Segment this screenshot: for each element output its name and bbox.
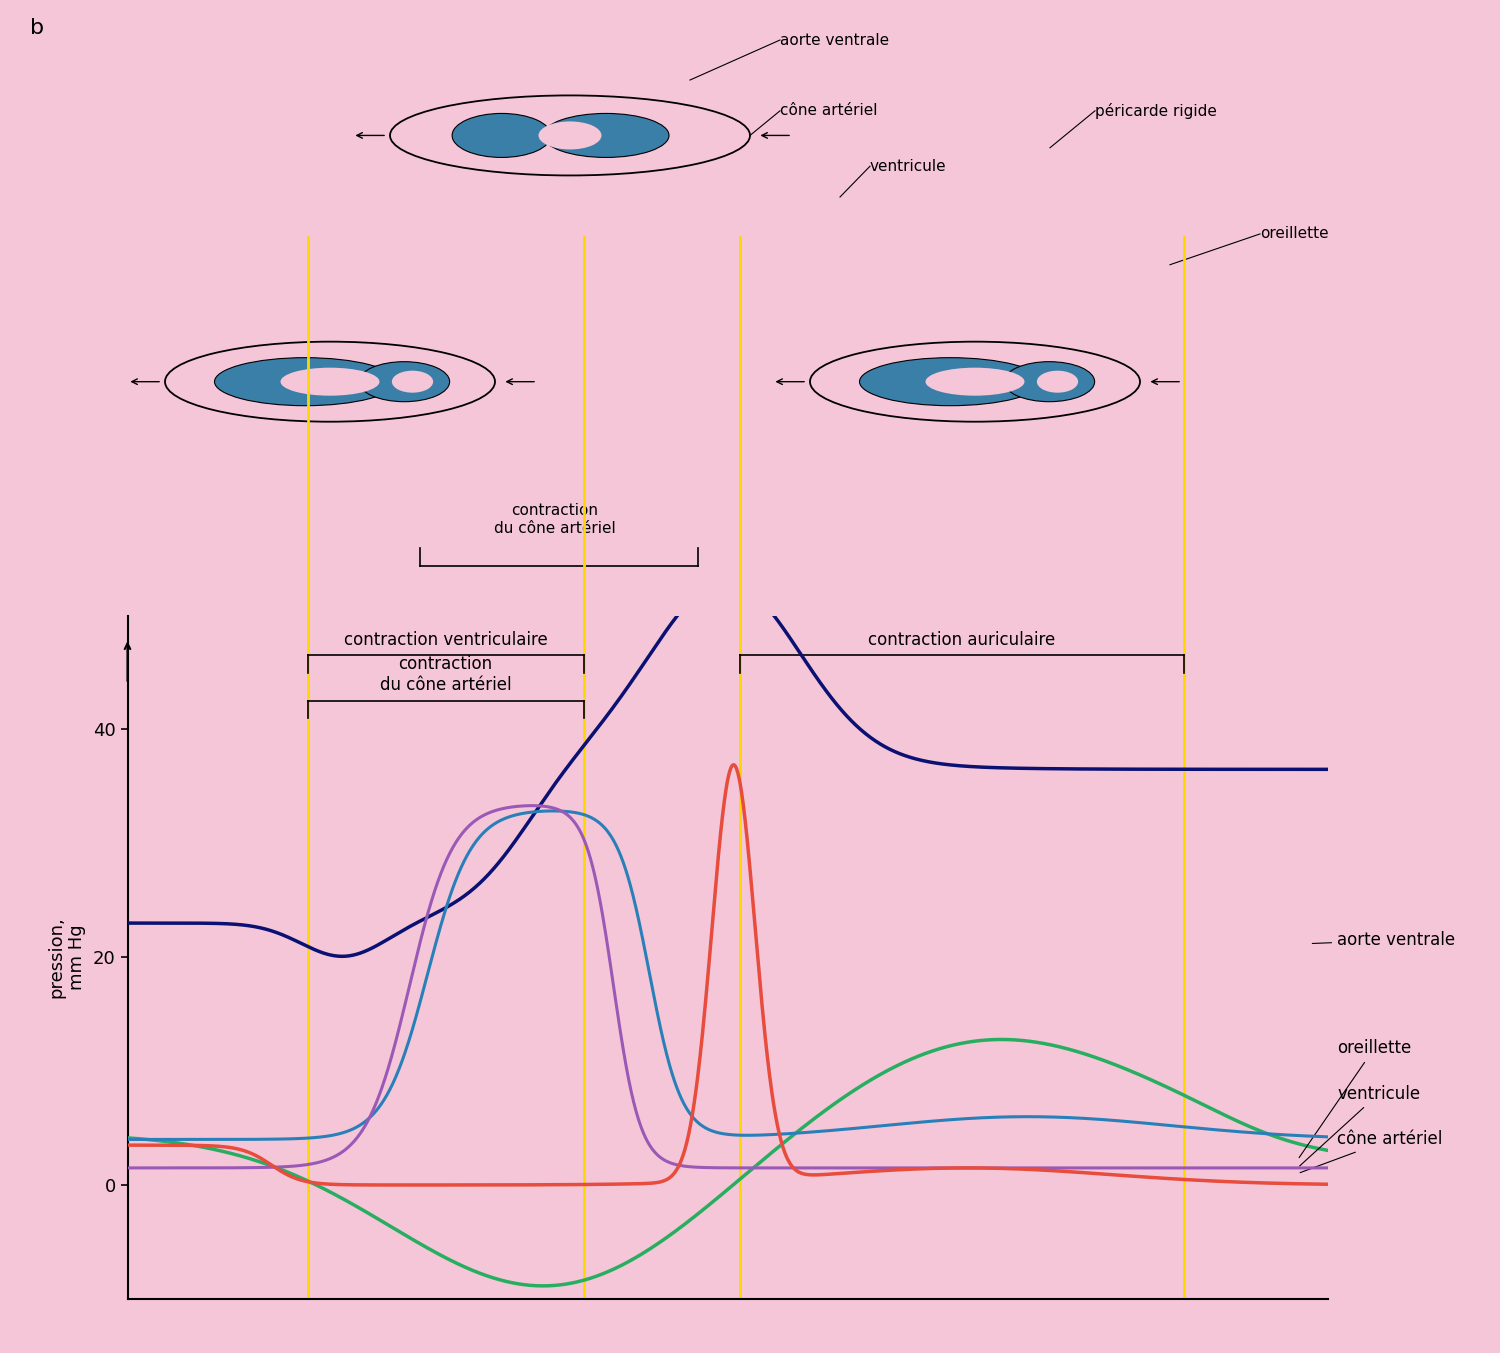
Text: oreillette: oreillette: [1299, 1039, 1412, 1158]
Ellipse shape: [452, 114, 550, 157]
Ellipse shape: [926, 368, 1024, 395]
Y-axis label: pression,
mm Hg: pression, mm Hg: [46, 916, 86, 999]
Text: contraction ventriculaire: contraction ventriculaire: [344, 630, 548, 648]
Text: aorte ventrale: aorte ventrale: [1312, 931, 1455, 950]
Text: oreillette: oreillette: [1260, 226, 1329, 241]
Text: contraction auriculaire: contraction auriculaire: [868, 630, 1054, 648]
Text: ventricule: ventricule: [1299, 1085, 1420, 1166]
Text: cône artériel: cône artériel: [1300, 1131, 1443, 1173]
Text: contraction
du cône artériel: contraction du cône artériel: [380, 655, 512, 694]
Ellipse shape: [1004, 361, 1095, 402]
Ellipse shape: [358, 361, 450, 402]
Text: b: b: [30, 19, 44, 38]
Text: aorte ventrale: aorte ventrale: [780, 32, 889, 47]
Ellipse shape: [543, 114, 669, 157]
Ellipse shape: [538, 122, 602, 149]
Text: contraction
du cône artériel: contraction du cône artériel: [494, 503, 616, 536]
Text: ventricule: ventricule: [870, 158, 946, 173]
Text: péricarde rigide: péricarde rigide: [1095, 103, 1216, 119]
Ellipse shape: [1036, 371, 1078, 392]
Ellipse shape: [392, 371, 433, 392]
Ellipse shape: [214, 357, 396, 406]
Ellipse shape: [859, 357, 1041, 406]
Text: cône artériel: cône artériel: [780, 103, 877, 118]
Ellipse shape: [280, 368, 380, 395]
